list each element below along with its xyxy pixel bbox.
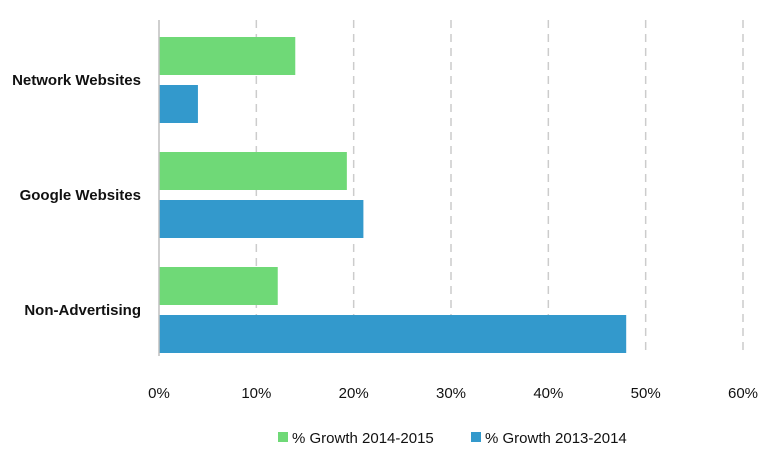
legend: % Growth 2014-2015 % Growth 2013-2014 [278, 430, 627, 447]
x-tick-label-30: 30% [436, 385, 466, 402]
bar-2-series-0 [159, 267, 278, 305]
bar-1-series-0 [159, 152, 347, 190]
category-label-1: Google Websites [20, 187, 141, 204]
bars [159, 37, 627, 353]
x-tick-label-50: 50% [631, 385, 661, 402]
x-tick-label-0: 0% [148, 385, 170, 402]
legend-swatch-1 [471, 432, 481, 442]
x-tick-label-20: 20% [339, 385, 369, 402]
bar-0-series-1 [159, 85, 198, 123]
legend-label-0: % Growth 2014-2015 [292, 430, 434, 447]
category-labels: Network Websites Google Websites Non-Adver… [12, 72, 141, 319]
category-label-0: Network Websites [12, 72, 141, 89]
x-tick-label-40: 40% [533, 385, 563, 402]
legend-swatch-0 [278, 432, 288, 442]
bar-2-series-1 [159, 315, 627, 353]
x-tick-label-10: 10% [241, 385, 271, 402]
bar-1-series-1 [159, 200, 364, 238]
x-tick-labels: 0% 10% 20% 30% 40% 50% 60% [148, 385, 758, 402]
legend-label-1: % Growth 2013-2014 [485, 430, 627, 447]
category-label-2: Non-Advertising [24, 302, 141, 319]
bar-0-series-0 [159, 37, 296, 75]
x-tick-label-60: 60% [728, 385, 758, 402]
